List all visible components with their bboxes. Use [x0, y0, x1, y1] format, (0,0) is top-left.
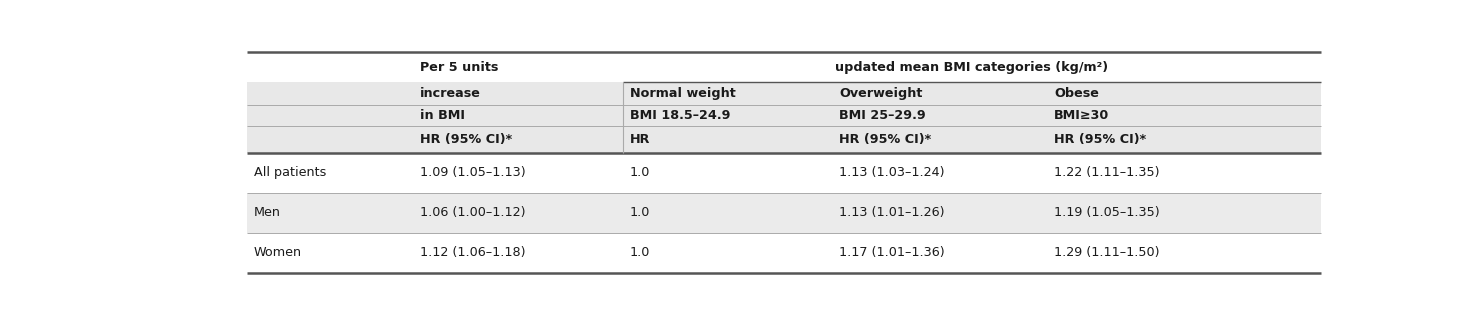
Text: Normal weight: Normal weight: [629, 87, 736, 100]
Text: 1.0: 1.0: [629, 246, 650, 259]
Text: HR: HR: [629, 133, 650, 146]
Text: BMI≥30: BMI≥30: [1054, 109, 1108, 122]
Bar: [248, 52, 1321, 82]
Text: increase: increase: [420, 87, 481, 100]
Text: 1.0: 1.0: [629, 166, 650, 179]
Text: 1.09 (1.05–1.13): 1.09 (1.05–1.13): [420, 166, 526, 179]
Text: 1.19 (1.05–1.35): 1.19 (1.05–1.35): [1054, 206, 1160, 219]
Text: updated mean BMI categories (kg/m²): updated mean BMI categories (kg/m²): [836, 61, 1108, 74]
Text: in BMI: in BMI: [420, 109, 466, 122]
Bar: [248, 153, 1321, 193]
Bar: [248, 233, 1321, 273]
Text: Women: Women: [254, 246, 302, 259]
Bar: [248, 82, 1321, 153]
Text: Overweight: Overweight: [839, 87, 923, 100]
Text: HR (95% CI)*: HR (95% CI)*: [1054, 133, 1147, 146]
Text: Obese: Obese: [1054, 87, 1098, 100]
Text: 1.29 (1.11–1.50): 1.29 (1.11–1.50): [1054, 246, 1160, 259]
Text: HR (95% CI)*: HR (95% CI)*: [839, 133, 932, 146]
Text: 1.12 (1.06–1.18): 1.12 (1.06–1.18): [420, 246, 526, 259]
Text: Men: Men: [254, 206, 282, 219]
Text: 1.13 (1.03–1.24): 1.13 (1.03–1.24): [839, 166, 945, 179]
Text: BMI 18.5–24.9: BMI 18.5–24.9: [629, 109, 730, 122]
Text: Per 5 units: Per 5 units: [420, 61, 498, 74]
Text: 1.13 (1.01–1.26): 1.13 (1.01–1.26): [839, 206, 945, 219]
Text: All patients: All patients: [254, 166, 326, 179]
Text: 1.06 (1.00–1.12): 1.06 (1.00–1.12): [420, 206, 526, 219]
Text: 1.17 (1.01–1.36): 1.17 (1.01–1.36): [839, 246, 945, 259]
Bar: [248, 193, 1321, 233]
Text: BMI 25–29.9: BMI 25–29.9: [839, 109, 926, 122]
Text: 1.0: 1.0: [629, 206, 650, 219]
Text: 1.22 (1.11–1.35): 1.22 (1.11–1.35): [1054, 166, 1160, 179]
Text: HR (95% CI)*: HR (95% CI)*: [420, 133, 513, 146]
